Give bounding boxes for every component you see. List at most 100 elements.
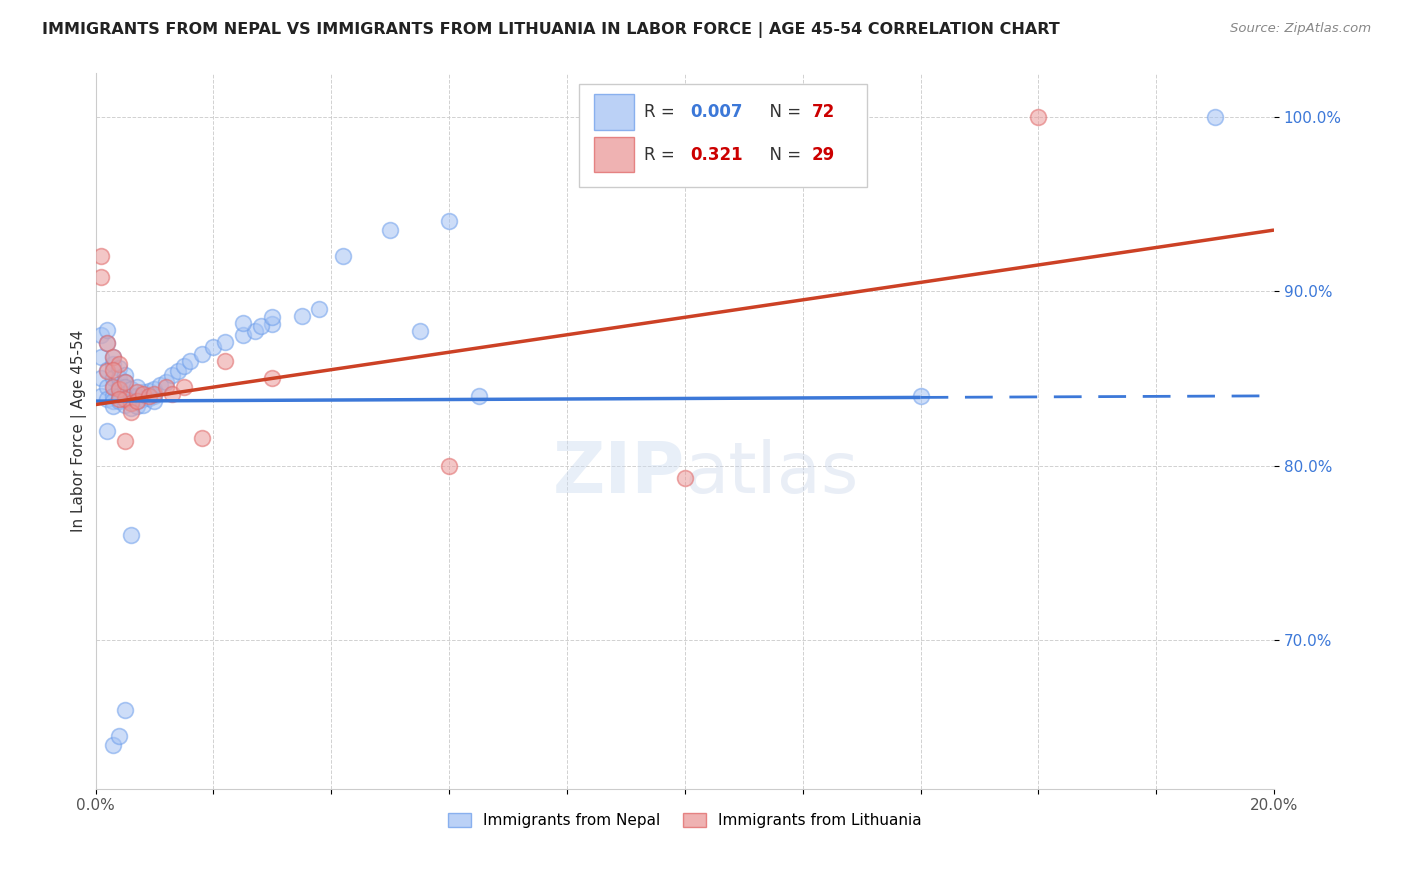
Point [103, 371, 125, 385]
Point [108, 358, 131, 372]
Point [114, 368, 136, 382]
Point [138, 391, 160, 405]
Point [149, 378, 172, 392]
Point [90, 389, 112, 403]
Text: atlas: atlas [685, 439, 859, 508]
Point [120, 396, 142, 410]
Point [108, 389, 131, 403]
Point [1204, 110, 1226, 124]
Point [103, 358, 125, 372]
Point [332, 249, 354, 263]
Point [132, 385, 155, 400]
Point [96, 380, 118, 394]
Point [114, 387, 136, 401]
Text: N =: N = [759, 145, 807, 163]
Point [262, 310, 284, 325]
Point [143, 387, 166, 401]
Point [1028, 110, 1050, 124]
Point [143, 394, 166, 409]
Point [96, 392, 118, 407]
Point [125, 394, 148, 409]
Point [103, 362, 125, 376]
Text: 29: 29 [813, 145, 835, 163]
Point [243, 324, 266, 338]
Point [114, 375, 136, 389]
Point [673, 471, 696, 485]
Point [120, 404, 142, 418]
Point [96, 336, 118, 351]
Text: IMMIGRANTS FROM NEPAL VS IMMIGRANTS FROM LITHUANIA IN LABOR FORCE | AGE 45-54 CO: IMMIGRANTS FROM NEPAL VS IMMIGRANTS FROM… [42, 22, 1060, 38]
Point [190, 347, 212, 361]
Point [232, 327, 254, 342]
Text: R =: R = [644, 103, 679, 120]
Point [120, 382, 142, 396]
Point [114, 380, 136, 394]
Point [108, 360, 131, 375]
Point [103, 380, 125, 394]
FancyBboxPatch shape [595, 137, 634, 172]
Point [143, 389, 166, 403]
Point [103, 738, 125, 752]
Point [90, 270, 112, 285]
Point [214, 354, 236, 368]
Point [96, 364, 118, 378]
Point [108, 382, 131, 396]
Point [108, 394, 131, 409]
Point [125, 380, 148, 394]
Point [437, 458, 460, 473]
Point [90, 371, 112, 385]
Point [190, 431, 212, 445]
Point [132, 398, 155, 412]
Point [380, 223, 402, 237]
Point [96, 322, 118, 336]
Point [125, 394, 148, 409]
Point [202, 340, 225, 354]
Point [120, 528, 142, 542]
Point [160, 368, 183, 382]
Point [90, 249, 112, 263]
Point [108, 371, 131, 385]
Point [103, 351, 125, 365]
Point [143, 382, 166, 396]
Text: R =: R = [644, 145, 685, 163]
Point [114, 375, 136, 389]
Point [96, 424, 118, 438]
Point [173, 380, 195, 394]
Point [108, 729, 131, 743]
FancyBboxPatch shape [579, 84, 868, 187]
Text: ZIP: ZIP [553, 439, 685, 508]
Point [155, 375, 177, 389]
Point [114, 703, 136, 717]
Point [103, 351, 125, 365]
Text: 72: 72 [813, 103, 835, 120]
Point [138, 389, 160, 403]
Point [249, 319, 271, 334]
Point [90, 327, 112, 342]
Point [96, 362, 118, 376]
Point [132, 387, 155, 401]
Text: Source: ZipAtlas.com: Source: ZipAtlas.com [1230, 22, 1371, 36]
Point [103, 394, 125, 409]
Point [308, 301, 330, 316]
Point [173, 359, 195, 374]
Point [103, 389, 125, 403]
Point [114, 392, 136, 407]
Point [167, 364, 190, 378]
Point [103, 380, 125, 394]
Point [160, 387, 183, 401]
Point [125, 400, 148, 414]
FancyBboxPatch shape [595, 95, 634, 129]
Point [120, 401, 142, 415]
Point [125, 385, 148, 400]
Point [125, 389, 148, 403]
Text: 0.007: 0.007 [690, 103, 744, 120]
Point [214, 334, 236, 349]
Point [108, 380, 131, 394]
Point [408, 324, 430, 338]
Point [103, 400, 125, 414]
Point [132, 392, 155, 407]
Point [910, 389, 932, 403]
Point [108, 392, 131, 407]
Point [120, 394, 142, 409]
Y-axis label: In Labor Force | Age 45-54: In Labor Force | Age 45-54 [72, 330, 87, 532]
